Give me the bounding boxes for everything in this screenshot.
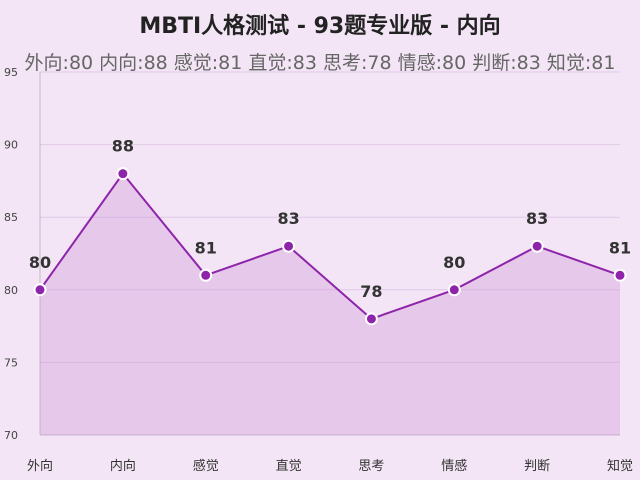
x-tick-label: 内向 xyxy=(110,458,136,474)
data-point xyxy=(282,239,296,253)
data-label: 78 xyxy=(360,282,382,301)
data-labels: 80 88 81 83 78 80 83 81 xyxy=(29,137,631,301)
y-tick-label: 75 xyxy=(4,356,18,369)
series-line xyxy=(39,171,621,320)
data-point xyxy=(33,283,47,297)
x-tick-label: 外向 xyxy=(27,458,53,474)
data-point xyxy=(530,239,544,253)
y-tick-label: 95 xyxy=(4,66,18,79)
y-axis: 70 75 80 85 90 95 xyxy=(4,66,620,442)
data-point xyxy=(116,167,130,181)
data-label: 83 xyxy=(277,209,299,228)
x-tick-label: 情感 xyxy=(441,458,467,474)
y-tick-label: 85 xyxy=(4,211,18,224)
area-fill xyxy=(40,173,620,435)
data-label: 81 xyxy=(609,238,631,257)
data-points xyxy=(33,167,627,326)
x-tick-label: 知觉 xyxy=(607,458,633,474)
data-point xyxy=(199,268,213,282)
y-tick-label: 90 xyxy=(4,139,18,152)
data-point xyxy=(364,312,378,326)
y-tick-label: 70 xyxy=(4,429,18,442)
data-label: 80 xyxy=(29,253,51,272)
x-tick-label: 感觉 xyxy=(193,458,219,474)
chart-subtitle: 外向:80 内向:88 感觉:81 直觉:83 思考:78 情感:80 判断:8… xyxy=(24,52,616,74)
x-tick-label: 思考 xyxy=(358,459,384,474)
data-point xyxy=(613,268,627,282)
x-tick-label: 直觉 xyxy=(276,459,302,474)
x-axis: 外向 内向 感觉 直觉 思考 情感 判断 知觉 xyxy=(27,458,633,474)
data-label: 88 xyxy=(112,137,134,156)
data-label: 80 xyxy=(443,253,465,272)
data-point xyxy=(447,283,461,297)
area-series xyxy=(39,171,621,435)
y-tick-label: 80 xyxy=(4,284,18,297)
data-label: 81 xyxy=(195,238,217,257)
chart-title: MBTI人格测试 - 93题专业版 - 内向 xyxy=(139,14,501,39)
data-label: 83 xyxy=(526,209,548,228)
x-tick-label: 判断 xyxy=(524,459,550,474)
